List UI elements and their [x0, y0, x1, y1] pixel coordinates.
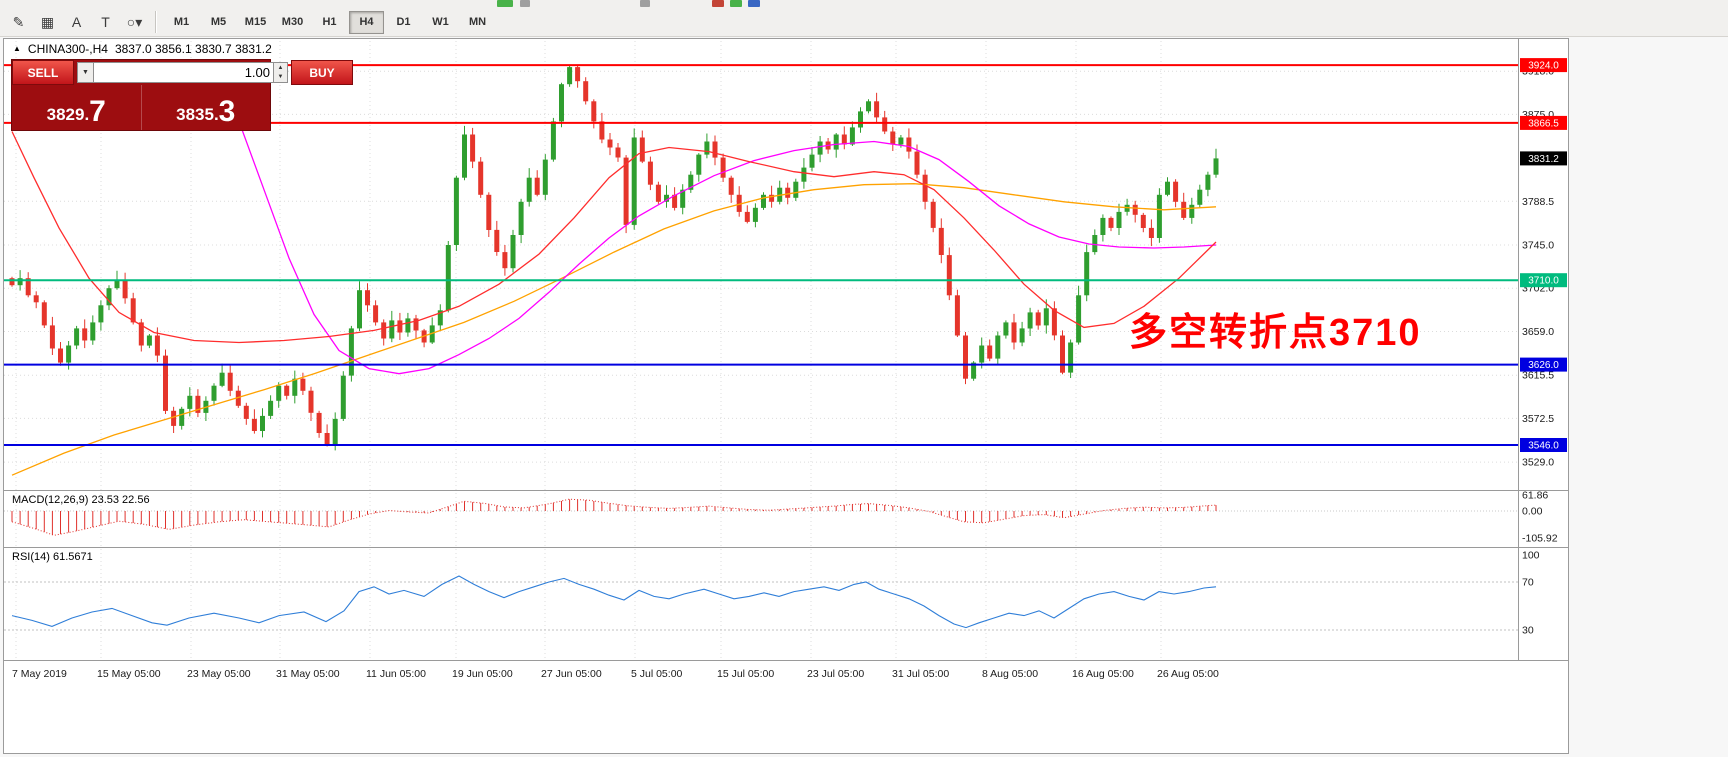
symbol-timeframe-label: CHINA300-,H4 [27, 42, 108, 56]
macd-scale-label: -105.92 [1522, 533, 1558, 545]
rsi-scale-label: 100 [1522, 550, 1540, 562]
cutoff-toolbar-icon[interactable] [730, 0, 742, 7]
text-label-icon[interactable]: T [101, 14, 110, 30]
ma-orange-line [11, 183, 1217, 476]
cutoff-toolbar-icon[interactable] [520, 0, 530, 7]
time-axis-label[interactable]: 27 Jun 05:00 [541, 668, 602, 680]
price-badge-label: 3831.2 [1528, 154, 1559, 165]
time-axis-label[interactable]: 31 Jul 05:00 [892, 668, 949, 680]
time-axis-label[interactable]: 19 Jun 05:00 [452, 668, 513, 680]
price-scale-label: 3529.0 [1522, 457, 1554, 469]
time-axis-label[interactable]: 23 Jul 05:00 [807, 668, 864, 680]
time-axis-label[interactable]: 11 Jun 05:00 [366, 668, 426, 680]
volume-input[interactable] [94, 62, 274, 83]
time-axis-label[interactable]: 23 May 05:00 [187, 668, 251, 680]
cutoff-toolbar-icon[interactable] [748, 0, 760, 7]
time-axis-label[interactable]: 16 Aug 05:00 [1072, 668, 1134, 680]
macd-layer [11, 498, 1217, 536]
timeframe-mn[interactable]: MN [468, 16, 487, 28]
ohlc-values: 3837.0 3856.1 3830.7 3831.2 [114, 42, 272, 56]
price-badge [1520, 357, 1567, 372]
timeframe-m15[interactable]: M15 [244, 16, 267, 28]
time-axis-label[interactable]: 5 Jul 05:00 [631, 668, 683, 680]
price-scale-label: 3659.0 [1522, 326, 1554, 338]
macd-scale-label: 0.00 [1522, 506, 1543, 518]
timeframe-h4[interactable]: H4 [349, 10, 384, 34]
rsi-scale-label: 70 [1522, 577, 1534, 589]
sell-button[interactable]: SELL [12, 60, 74, 85]
grid-icon[interactable]: ▦ [40, 13, 55, 30]
macd-signal-line [11, 498, 1217, 536]
timeframe-m5[interactable]: M5 [210, 16, 227, 28]
time-axis-label[interactable]: 26 Aug 05:00 [1157, 668, 1219, 680]
time-axis-label[interactable]: 15 May 05:00 [97, 668, 161, 680]
rsi-scale-label: 30 [1522, 625, 1534, 637]
buy-price-main: 3835. [176, 105, 219, 124]
buy-price[interactable]: 3835. 3 [142, 85, 271, 130]
rsi-line [11, 575, 1217, 629]
time-axis-label[interactable]: 31 May 05:00 [276, 668, 340, 680]
chart-header: ▲ CHINA300-,H4 3837.0 3856.1 3830.7 3831… [13, 42, 272, 56]
sell-price[interactable]: 3829. 7 [12, 85, 142, 130]
price-badge [1520, 151, 1567, 166]
volume-decrease-icon[interactable]: ▼ [277, 74, 284, 81]
macd-scale-label: 61.86 [1522, 490, 1548, 502]
price-badge-label: 3546.0 [1528, 441, 1559, 452]
price-badge-label: 3626.0 [1528, 360, 1559, 371]
objects-edit-icon[interactable]: ✎ [12, 13, 25, 30]
ma-red-line [11, 131, 1217, 344]
time-axis-label[interactable]: 7 May 2019 [12, 668, 67, 680]
volume-control: ▼ ▲ ▼ [74, 60, 291, 85]
buy-button[interactable]: BUY [291, 60, 353, 85]
timeframe-group: M1 M5 M15 M30 H1 H4 D1 W1 MN [163, 10, 496, 34]
buy-price-big-digit: 3 [218, 95, 236, 128]
candlestick-chart[interactable]: 3918.03875.03788.53745.03702.03659.03615… [4, 39, 1568, 753]
timeframe-d1[interactable]: D1 [396, 16, 411, 28]
price-scale-label: 3788.5 [1522, 196, 1554, 208]
price-badge-label: 3710.0 [1528, 276, 1559, 287]
collapse-trade-panel-icon[interactable]: ▲ [13, 44, 21, 53]
trade-prices-row: 3829. 7 3835. 3 [12, 85, 270, 130]
price-badge [1520, 58, 1567, 73]
chart-annotation-text[interactable]: 多空转折点3710 [1129, 312, 1422, 354]
cutoff-toolbar-icon[interactable] [712, 0, 724, 7]
chart-window: 3918.03875.03788.53745.03702.03659.03615… [3, 38, 1569, 754]
timeframe-w1[interactable]: W1 [432, 16, 449, 28]
price-badge [1520, 115, 1567, 130]
price-badge-label: 3866.5 [1528, 118, 1559, 129]
trade-controls-row: SELL ▼ ▲ ▼ BUY [12, 60, 353, 85]
price-badge [1520, 438, 1567, 452]
volume-dropdown-icon[interactable]: ▼ [77, 62, 94, 83]
one-click-trading-panel: SELL ▼ ▲ ▼ BUY 3829. 7 3835. [11, 59, 353, 131]
cutoff-toolbar-icon[interactable] [497, 0, 513, 7]
timeframe-h1[interactable]: H1 [322, 16, 337, 28]
rsi-indicator-label: RSI(14) 61.5671 [12, 551, 93, 563]
sell-price-big-digit: 7 [89, 95, 106, 128]
toolbar: ✎ ▦ A T ○▾ M1 M5 M15 M30 H1 H4 D1 W1 MN [0, 0, 1728, 37]
cutoff-toolbar-icon[interactable] [640, 0, 650, 7]
time-axis-label[interactable]: 15 Jul 05:00 [717, 668, 774, 680]
timeframe-m30[interactable]: M30 [281, 16, 304, 28]
macd-indicator-label: MACD(12,26,9) 23.53 22.56 [12, 494, 150, 506]
price-scale-label: 3745.0 [1522, 240, 1554, 252]
text-tool-icon[interactable]: A [71, 14, 82, 30]
timeframe-m1[interactable]: M1 [173, 16, 190, 28]
price-badge-label: 3924.0 [1528, 61, 1559, 72]
drawing-tools-group: ✎ ▦ A T ○▾ [4, 10, 149, 35]
price-scale-label: 3615.5 [1522, 370, 1554, 382]
toolbar-separator [155, 11, 157, 33]
shapes-dropdown-icon[interactable]: ○▾ [126, 13, 143, 30]
price-scale-label: 3572.5 [1522, 413, 1554, 425]
volume-spinner: ▲ ▼ [274, 62, 288, 83]
price-badge [1520, 273, 1567, 288]
time-axis-label[interactable]: 8 Aug 05:00 [982, 668, 1038, 680]
ma-magenta-line [238, 121, 1217, 375]
volume-increase-icon[interactable]: ▲ [277, 64, 284, 71]
sell-price-main: 3829. [46, 105, 90, 124]
